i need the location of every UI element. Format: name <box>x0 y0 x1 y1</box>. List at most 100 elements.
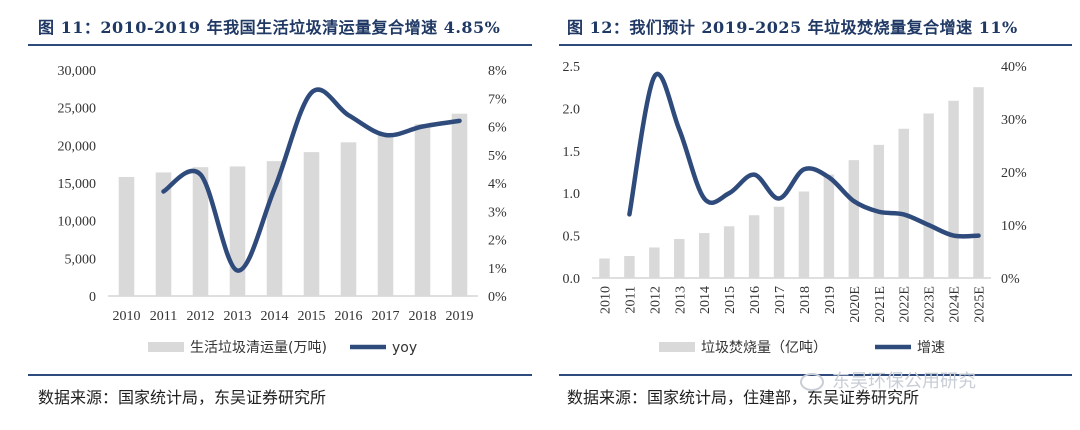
bar <box>118 176 135 296</box>
bar <box>848 160 860 278</box>
y-right-tick-label: 40% <box>1001 60 1027 75</box>
y-left-tick-label: 0.0 <box>563 272 581 287</box>
y-left-tick-label: 1.5 <box>563 145 581 160</box>
x-tick-label: 2021E <box>873 286 888 323</box>
wechat-icon <box>800 373 824 391</box>
y-left-tick-label: 30,000 <box>58 64 97 79</box>
right-figure-panel: 图 12：我们预计 2019-2025 年垃圾焚烧量复合增速 11% 0.0 0.… <box>545 0 1080 430</box>
x-tick-label: 2022E <box>898 286 913 323</box>
y-left-tick-label: 0.5 <box>563 230 581 245</box>
x-tick-label: 2019 <box>446 309 474 324</box>
x-tick-label: 2010 <box>598 286 613 314</box>
bar <box>923 113 934 278</box>
legend-bar-swatch <box>659 342 695 352</box>
right-source-note: 数据来源：国家统计局，住建部，东吴证券研究所 <box>567 388 920 407</box>
y-left-tick-label: 2.5 <box>563 60 581 75</box>
x-tick-label: 2011 <box>623 286 638 313</box>
bar <box>798 191 810 278</box>
series-line <box>161 87 462 273</box>
x-tick-label: 2018 <box>409 309 437 324</box>
y-right-tick-label: 20% <box>1001 166 1027 181</box>
left-source-note: 数据来源：国家统计局，东吴证券研究所 <box>38 388 327 407</box>
bar <box>192 167 209 296</box>
y-right-tick-label: 5% <box>488 149 507 164</box>
legend-line-label: yoy <box>392 340 417 356</box>
bar <box>649 247 660 278</box>
x-tick-label: 2012 <box>187 309 215 324</box>
x-tick-label: 2016 <box>335 309 363 324</box>
left-figure-panel: 图 11：2010-2019 年我国生活垃圾清运量复合增速 4.85% 0 5,0… <box>28 18 532 407</box>
y-right-tick-label: 2% <box>488 234 507 249</box>
x-tick-label: 2013 <box>224 309 252 324</box>
x-tick-label: 2012 <box>648 286 663 314</box>
bar <box>948 100 959 278</box>
bar <box>723 226 735 278</box>
x-tick-label: 2017 <box>773 286 788 314</box>
x-tick-label: 2010 <box>113 309 141 324</box>
x-tick-label: 2011 <box>150 309 177 324</box>
bar <box>155 172 172 296</box>
y-left-tick-label: 1.0 <box>563 187 581 202</box>
y-right-tick-label: 6% <box>488 121 507 136</box>
y-right-tick-label: 3% <box>488 205 507 220</box>
x-tick-label: 2014 <box>698 286 713 314</box>
left-source-rule <box>28 374 532 376</box>
x-tick-label: 2017 <box>372 309 400 324</box>
x-tick-label: 2025E <box>973 286 988 323</box>
y-right-tick-label: 7% <box>488 92 507 107</box>
watermark-text: 东吴环保公用研究 <box>832 371 976 392</box>
bar <box>773 206 785 278</box>
legend-bar-swatch <box>148 342 184 352</box>
y-right-tick-label: 1% <box>488 262 507 277</box>
right-chart-title: 图 12：我们预计 2019-2025 年垃圾焚烧量复合增速 11% <box>567 18 1018 37</box>
bar <box>229 166 246 296</box>
x-tick-label: 2015 <box>298 309 326 324</box>
legend-bar-label: 生活垃圾清运量(万吨) <box>190 340 327 356</box>
bar <box>377 134 394 296</box>
y-left-tick-label: 10,000 <box>58 215 97 230</box>
bar <box>340 142 357 296</box>
x-tick-label: 2019 <box>823 286 838 314</box>
x-tick-label: 2013 <box>673 286 688 314</box>
y-left-tick-label: 5,000 <box>65 252 97 267</box>
bar <box>414 124 431 297</box>
left-chart-title: 图 11：2010-2019 年我国生活垃圾清运量复合增速 4.85% <box>38 18 501 37</box>
y-right-tick-label: 30% <box>1001 113 1027 128</box>
x-tick-label: 2016 <box>748 286 763 314</box>
bar <box>823 174 835 278</box>
bar <box>303 152 320 296</box>
y-right-tick-label: 0% <box>1001 272 1020 287</box>
bar <box>451 113 468 297</box>
legend-line-label: 增速 <box>917 340 945 356</box>
watermark: 东吴环保公用研究 <box>800 367 976 393</box>
right-chart: 0.0 0.5 1.0 1.5 2.0 2.5 0% 10% 20% 30% 40% 2010 2011… <box>563 60 1028 356</box>
series-line <box>627 71 981 239</box>
y-right-tick-label: 0% <box>488 290 507 305</box>
bar <box>698 233 710 278</box>
y-left-tick-label: 15,000 <box>58 177 97 192</box>
legend-bar-label: 垃圾焚烧量（亿吨） <box>701 340 827 356</box>
left-title-rule <box>28 44 532 46</box>
y-right-tick-label: 4% <box>488 177 507 192</box>
y-right-tick-label: 10% <box>1001 219 1027 234</box>
y-right-tick-label: 8% <box>488 64 507 79</box>
y-left-tick-label: 0 <box>89 290 96 305</box>
bar <box>624 255 635 278</box>
x-tick-label: 2015 <box>723 286 738 314</box>
x-tick-label: 2024E <box>948 286 963 323</box>
bar <box>898 128 909 278</box>
y-left-tick-label: 20,000 <box>58 139 97 154</box>
x-tick-label: 2023E <box>923 286 938 323</box>
x-tick-label: 2020E <box>848 286 863 323</box>
y-left-tick-label: 25,000 <box>58 102 97 117</box>
bar <box>674 238 685 278</box>
x-tick-label: 2014 <box>261 309 289 324</box>
bar <box>599 258 610 278</box>
bar <box>748 215 760 278</box>
left-chart: 0 5,000 10,000 15,000 20,000 25,000 30,000 0% 1%… <box>58 64 508 356</box>
y-left-tick-label: 2.0 <box>563 102 581 117</box>
bar <box>266 161 283 296</box>
right-title-rule <box>559 44 1072 46</box>
x-tick-label: 2018 <box>798 286 813 314</box>
bar <box>973 87 984 278</box>
